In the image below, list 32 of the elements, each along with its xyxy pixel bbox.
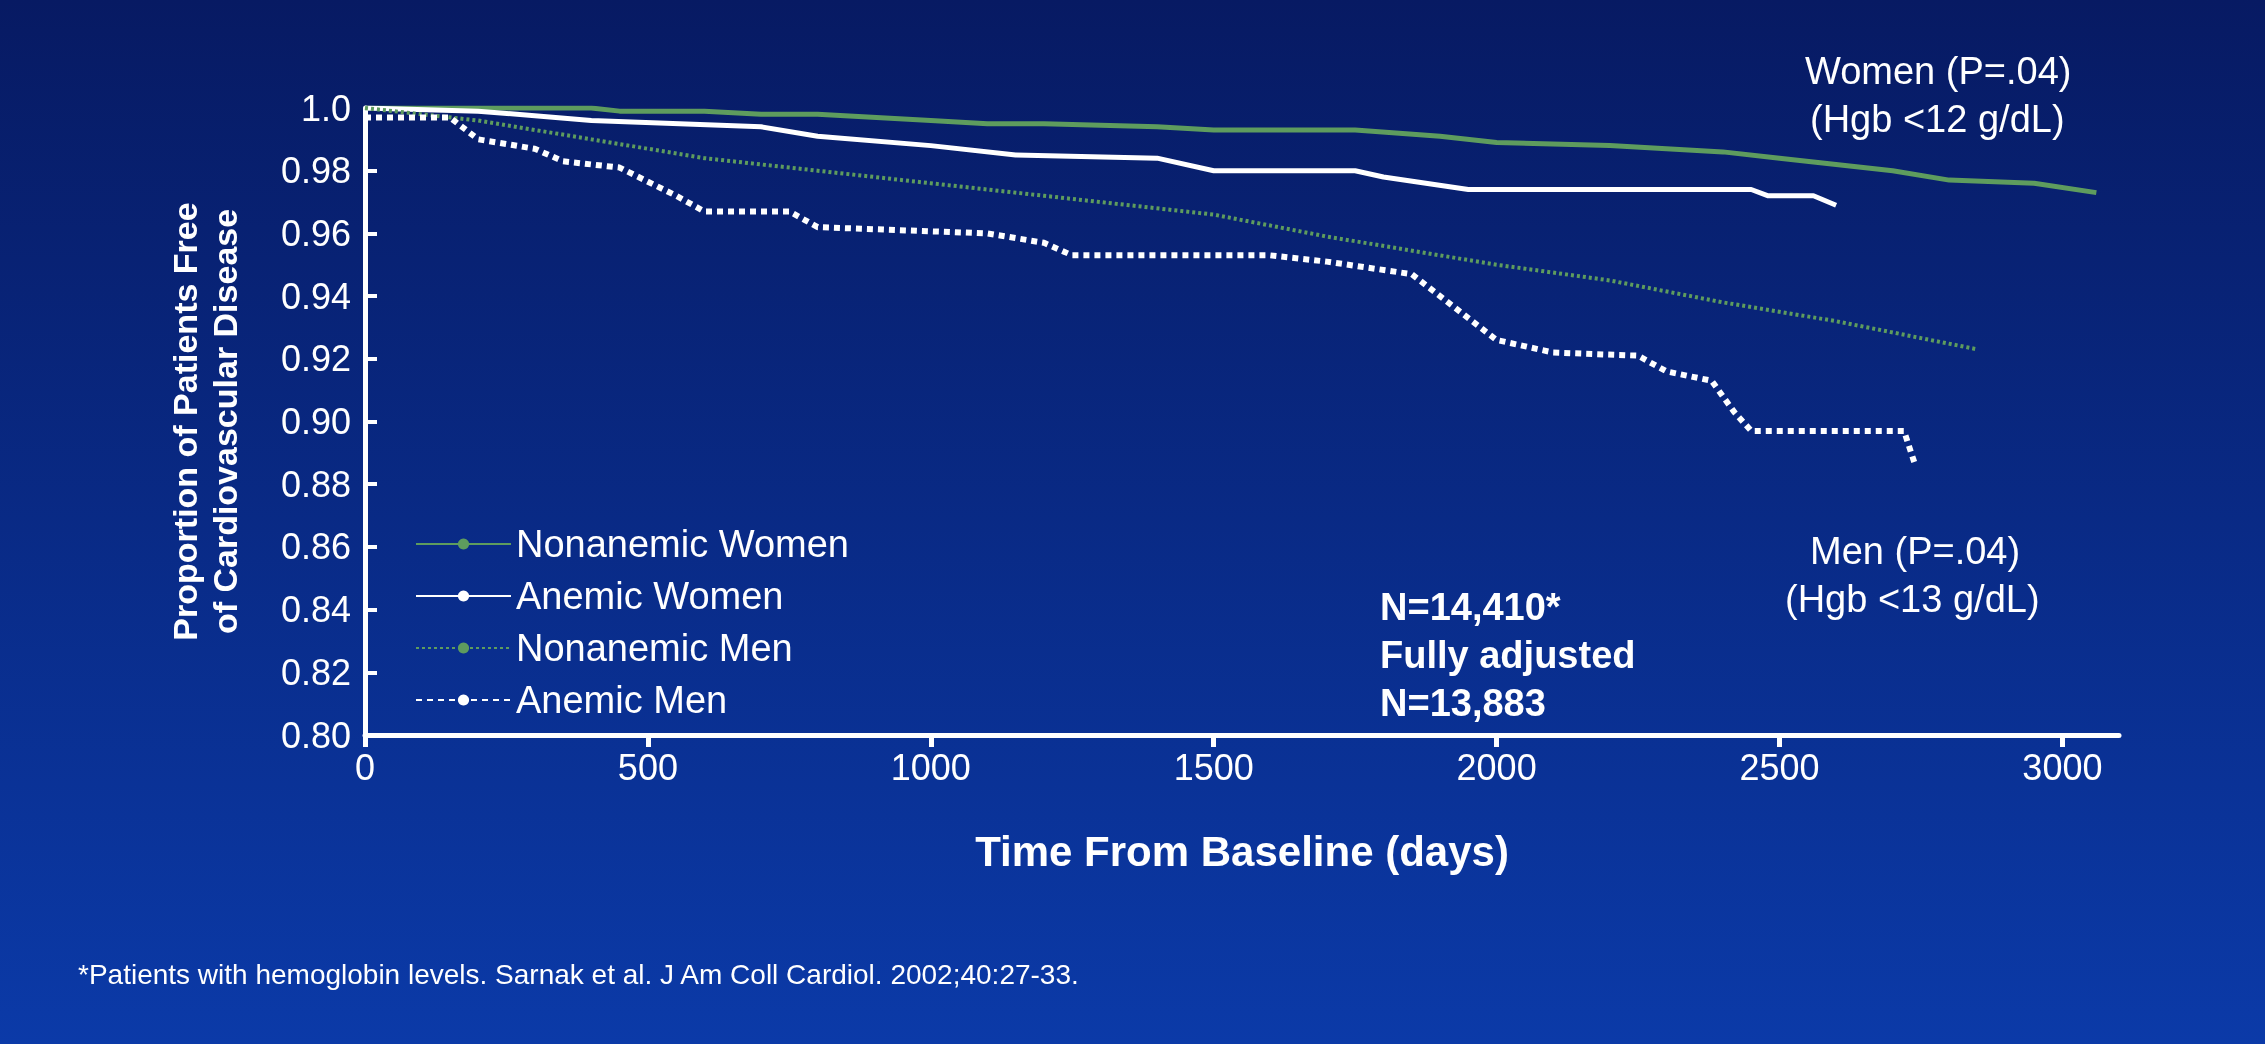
y-axis-title: Proportion of Patients Free of Cardiovascular Disease <box>166 202 244 641</box>
y-tick-label: 1.0 <box>300 87 351 129</box>
legend-label: Nonanemic Women <box>516 523 850 565</box>
annotation: N=14,410* <box>1380 586 1561 628</box>
annotation: Men (P=.04) <box>1810 530 2021 572</box>
y-tick-label: 0.94 <box>280 275 351 317</box>
x-tick-label: 2000 <box>1456 746 1537 788</box>
x-tick-label: 1000 <box>890 746 971 788</box>
y-tick-label: 0.84 <box>280 589 351 631</box>
y-tick-label: 0.88 <box>280 463 351 505</box>
text: Women (P=.04) <box>1805 50 2072 92</box>
text: *Patients with hemoglobin levels. Sarnak et al. J Am Coll Cardiol. 2002;40:27-33. <box>78 958 1079 990</box>
x-tick-label: 2500 <box>1739 746 1820 788</box>
y-tick-label: 0.80 <box>280 714 351 756</box>
y-tick-label: 0.92 <box>280 338 351 380</box>
legend-label: Nonanemic Men <box>516 627 793 669</box>
annotation: (Hgb <12 g/dL) <box>1810 98 2065 140</box>
x-tick-label: 500 <box>617 746 678 788</box>
y-tick-label: 0.82 <box>280 651 351 693</box>
annotation: (Hgb <13 g/dL) <box>1785 578 2040 620</box>
x-tick-label: 3000 <box>2022 746 2103 788</box>
x-tick-label: 1500 <box>1173 746 1254 788</box>
x-tick-label: 0 <box>354 746 376 788</box>
y-tick-label: 0.90 <box>280 401 351 442</box>
annotation: N=13,883 <box>1380 682 1546 724</box>
legend-label: Anemic Men <box>516 679 728 721</box>
y-tick-label: 0.86 <box>280 526 351 568</box>
annotation: Fully adjusted <box>1380 634 1636 676</box>
legend-label: Anemic Women <box>516 575 784 617</box>
y-tick-label: 0.96 <box>280 212 351 254</box>
x-axis-title: Time From Baseline (days) <box>975 827 1509 875</box>
y-tick-label: 0.98 <box>280 150 351 192</box>
